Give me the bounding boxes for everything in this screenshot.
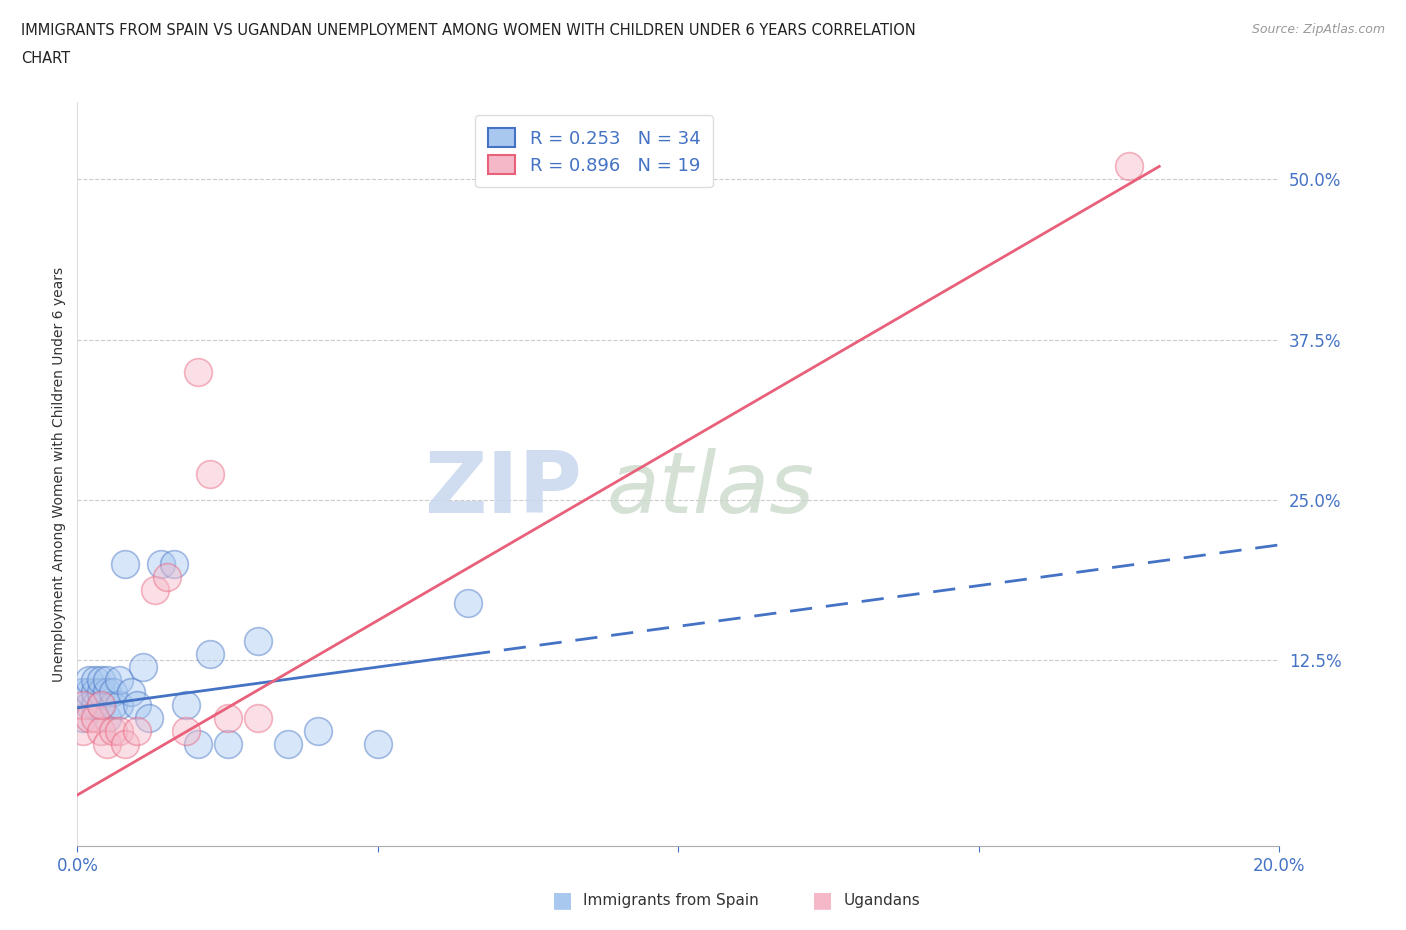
Point bbox=[96, 737, 118, 751]
Point bbox=[156, 569, 179, 584]
Point bbox=[186, 365, 209, 379]
Point bbox=[186, 737, 209, 751]
Text: ■: ■ bbox=[813, 890, 832, 910]
Point bbox=[79, 684, 101, 699]
Point bbox=[108, 724, 131, 738]
Text: CHART: CHART bbox=[21, 51, 70, 66]
Point bbox=[174, 698, 197, 712]
Point bbox=[108, 698, 131, 712]
Point bbox=[307, 724, 329, 738]
Point bbox=[198, 467, 221, 482]
Point bbox=[90, 684, 112, 699]
Point bbox=[96, 684, 118, 699]
Point bbox=[72, 684, 94, 699]
Text: ZIP: ZIP bbox=[425, 447, 582, 531]
Point bbox=[120, 684, 142, 699]
Point bbox=[114, 737, 136, 751]
Point bbox=[174, 724, 197, 738]
Point bbox=[1118, 159, 1140, 174]
Point bbox=[114, 557, 136, 572]
Point bbox=[457, 595, 479, 610]
Point bbox=[367, 737, 389, 751]
Point bbox=[72, 698, 94, 712]
Point bbox=[145, 582, 167, 597]
Point bbox=[84, 711, 107, 725]
Point bbox=[84, 698, 107, 712]
Text: atlas: atlas bbox=[606, 447, 814, 531]
Point bbox=[103, 724, 125, 738]
Point bbox=[150, 557, 173, 572]
Point bbox=[162, 557, 184, 572]
Text: ■: ■ bbox=[553, 890, 572, 910]
Point bbox=[90, 724, 112, 738]
Point bbox=[96, 711, 118, 725]
Point bbox=[108, 672, 131, 687]
Point bbox=[198, 646, 221, 661]
Point bbox=[72, 711, 94, 725]
Point bbox=[72, 724, 94, 738]
Point bbox=[127, 724, 149, 738]
Point bbox=[277, 737, 299, 751]
Point bbox=[79, 672, 101, 687]
Point bbox=[79, 711, 101, 725]
Point bbox=[103, 684, 125, 699]
Point bbox=[246, 633, 269, 648]
Point bbox=[79, 698, 101, 712]
Text: Ugandans: Ugandans bbox=[844, 893, 921, 908]
Point bbox=[217, 711, 239, 725]
Point bbox=[90, 672, 112, 687]
Point bbox=[217, 737, 239, 751]
Legend: R = 0.253   N = 34, R = 0.896   N = 19: R = 0.253 N = 34, R = 0.896 N = 19 bbox=[475, 115, 713, 187]
Point bbox=[127, 698, 149, 712]
Point bbox=[84, 684, 107, 699]
Point bbox=[132, 659, 155, 674]
Text: Immigrants from Spain: Immigrants from Spain bbox=[583, 893, 759, 908]
Point bbox=[90, 698, 112, 712]
Point bbox=[96, 672, 118, 687]
Point bbox=[90, 698, 112, 712]
Text: Source: ZipAtlas.com: Source: ZipAtlas.com bbox=[1251, 23, 1385, 36]
Text: IMMIGRANTS FROM SPAIN VS UGANDAN UNEMPLOYMENT AMONG WOMEN WITH CHILDREN UNDER 6 : IMMIGRANTS FROM SPAIN VS UGANDAN UNEMPLO… bbox=[21, 23, 915, 38]
Point bbox=[246, 711, 269, 725]
Point bbox=[103, 698, 125, 712]
Point bbox=[84, 672, 107, 687]
Point bbox=[138, 711, 160, 725]
Y-axis label: Unemployment Among Women with Children Under 6 years: Unemployment Among Women with Children U… bbox=[52, 267, 66, 682]
